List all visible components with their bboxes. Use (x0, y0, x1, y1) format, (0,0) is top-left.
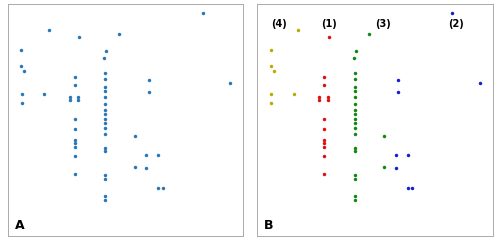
Text: B: B (264, 219, 274, 232)
Text: (2): (2) (448, 19, 464, 29)
Text: (3): (3) (375, 19, 390, 29)
Text: (4): (4) (271, 19, 287, 29)
Text: A: A (14, 219, 24, 232)
Text: (1): (1) (320, 19, 336, 29)
